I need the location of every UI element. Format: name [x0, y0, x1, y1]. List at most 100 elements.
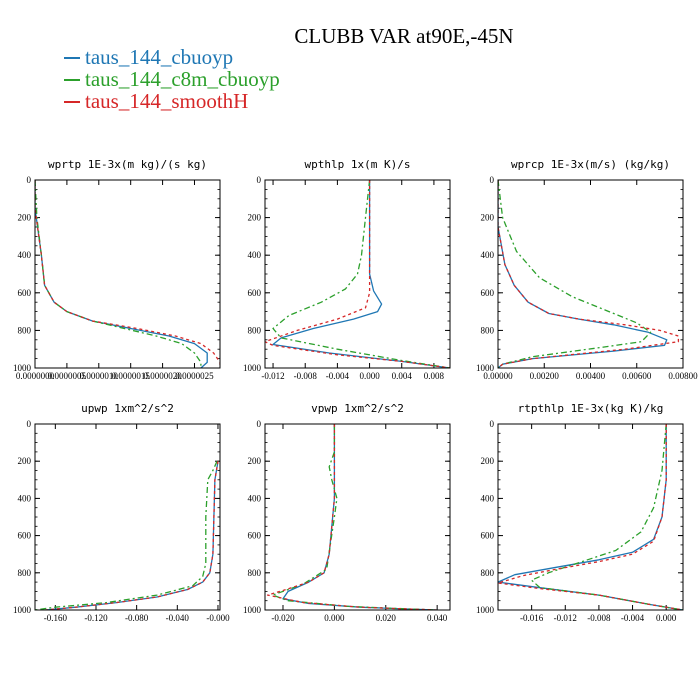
- legend-swatch: [64, 79, 80, 82]
- series-line-taus_144_c8m_cbuoyp: [272, 180, 450, 368]
- x-tick-label: -0.004: [326, 371, 350, 381]
- legend-item-cbuoyp: taus_144_cbuoyp: [64, 46, 233, 68]
- series-line-taus_144_cbuoyp: [272, 180, 450, 368]
- y-tick-label: 200: [481, 213, 495, 223]
- x-tick-label: 0.00800: [668, 371, 698, 381]
- series-line-taus_144_smoothH: [35, 180, 220, 368]
- series-line-taus_144_cbuoyp: [35, 180, 208, 368]
- x-tick-label: -0.012: [261, 371, 284, 381]
- x-tick-label: 0.000: [359, 371, 380, 381]
- y-tick-label: 800: [248, 568, 262, 578]
- series-line-taus_144_c8m_cbuoyp: [272, 424, 438, 610]
- panel-title: upwp 1xm^2/s^2: [81, 402, 174, 415]
- x-tick-label: -0.016: [520, 613, 544, 623]
- chart-panel-1: wprtp 1E-3x(m kg)/(s kg) 0 200 400 600 800 100…: [13, 158, 221, 381]
- chart-panel-2: wpthlp 1x(m K)/s02004006008001000-0.012-…: [243, 158, 451, 381]
- y-tick-label: 800: [18, 325, 32, 335]
- x-tick-label: 0.000: [656, 613, 677, 623]
- y-tick-label: 600: [481, 531, 495, 541]
- series-line-taus_144_cbuoyp: [498, 424, 683, 610]
- y-tick-label: 800: [248, 325, 262, 335]
- x-tick-label: -0.120: [84, 613, 108, 623]
- plot-frame: [34, 179, 221, 369]
- y-tick-label: 400: [248, 493, 262, 503]
- x-tick-label: -0.000: [206, 613, 230, 623]
- y-tick-label: 600: [18, 531, 32, 541]
- y-tick-label: 0: [27, 175, 32, 185]
- plot-frame: [34, 423, 221, 611]
- x-tick-label: 0.008: [424, 371, 445, 381]
- legend-label: taus_144_c8m_cbuoyp: [85, 67, 280, 91]
- y-tick-label: 200: [248, 213, 262, 223]
- y-tick-label: 800: [18, 568, 32, 578]
- x-tick-label: 0.020: [376, 613, 397, 623]
- y-tick-label: 1000: [476, 363, 495, 373]
- x-tick-label: -0.008: [294, 371, 318, 381]
- x-tick-label: 0.00400: [576, 371, 606, 381]
- y-tick-label: 600: [248, 531, 262, 541]
- panel-title: vpwp 1xm^2/s^2: [311, 402, 404, 415]
- y-tick-label: 200: [481, 456, 495, 466]
- plot-frame: [264, 179, 451, 369]
- x-tick-label: -0.160: [44, 613, 68, 623]
- series-line-taus_144_smoothH: [265, 180, 450, 368]
- x-tick-label: 0.0000015: [112, 371, 151, 381]
- series-line-taus_144_c8m_cbuoyp: [35, 460, 218, 610]
- figure-title: CLUBB VAR at90E,-45N: [294, 24, 514, 48]
- series-line-taus_144_c8m_cbuoyp: [530, 424, 683, 610]
- chart-panel-3: wprcp 1E-3x(m/s) (kg/kg) 0 200 400 600 800 100…: [476, 158, 698, 381]
- panel-title: wprcp 1E-3x(m/s) (kg/kg): [511, 158, 670, 171]
- y-tick-label: 400: [248, 250, 262, 260]
- y-tick-label: 0: [27, 419, 32, 429]
- x-tick-label: -0.012: [554, 613, 577, 623]
- x-tick-label: 0.0000000: [16, 371, 55, 381]
- y-tick-label: 400: [18, 250, 32, 260]
- x-tick-label: 0.0000020: [143, 371, 182, 381]
- series-line-taus_144_c8m_cbuoyp: [498, 180, 652, 368]
- series-line-taus_144_smoothH: [266, 424, 438, 610]
- x-tick-label: -0.004: [621, 613, 645, 623]
- legend-label: taus_144_smoothH: [85, 89, 249, 113]
- panel-title: rtpthlp 1E-3x(kg K)/kg: [518, 402, 664, 415]
- x-tick-label: -0.040: [166, 613, 190, 623]
- y-tick-label: 200: [18, 456, 32, 466]
- chart-panel-6: rtpthlp 1E-3x(kg K)/kg 0 200 400 600 800 1000 -…: [476, 402, 684, 623]
- y-tick-label: 0: [257, 419, 262, 429]
- y-tick-label: 1000: [13, 363, 32, 373]
- x-tick-label: 0.00000: [483, 371, 513, 381]
- y-tick-label: 800: [481, 568, 495, 578]
- plot-frame: [497, 179, 684, 369]
- y-tick-label: 0: [490, 419, 495, 429]
- y-tick-label: 600: [248, 288, 262, 298]
- x-tick-label: -0.080: [125, 613, 149, 623]
- series-line-taus_144_smoothH: [45, 461, 219, 610]
- series-line-taus_144_cbuoyp: [498, 180, 668, 368]
- panel-title: wprtp 1E-3x(m kg)/(s kg): [48, 158, 207, 171]
- x-tick-label: 0.004: [392, 371, 413, 381]
- y-tick-label: 600: [18, 288, 32, 298]
- y-tick-label: 1000: [13, 605, 32, 615]
- y-tick-label: 200: [248, 456, 262, 466]
- plot-frame: [264, 423, 451, 611]
- series-line-taus_144_smoothH: [498, 180, 680, 368]
- series-line-taus_144_cbuoyp: [45, 461, 219, 610]
- y-tick-label: 0: [490, 175, 495, 185]
- x-tick-label: 0.00200: [530, 371, 560, 381]
- y-tick-label: 400: [18, 493, 32, 503]
- y-tick-label: 1000: [243, 605, 262, 615]
- x-tick-label: 0.0000010: [80, 371, 119, 381]
- plot-frame: [497, 423, 684, 611]
- legend-swatch: [64, 101, 80, 104]
- y-tick-label: 1000: [243, 363, 262, 373]
- y-tick-label: 400: [481, 493, 495, 503]
- x-tick-label: 0.0000005: [48, 371, 87, 381]
- legend-item-smoothh: taus_144_smoothH: [64, 90, 248, 112]
- x-tick-label: -0.008: [587, 613, 611, 623]
- y-tick-label: 1000: [476, 605, 495, 615]
- legend-label: taus_144_cbuoyp: [85, 45, 234, 69]
- panel-title: wpthlp 1x(m K)/s: [305, 158, 411, 171]
- y-tick-label: 0: [257, 175, 262, 185]
- series-line-taus_144_smoothH: [498, 424, 683, 610]
- x-tick-label: 0.0000025: [175, 371, 214, 381]
